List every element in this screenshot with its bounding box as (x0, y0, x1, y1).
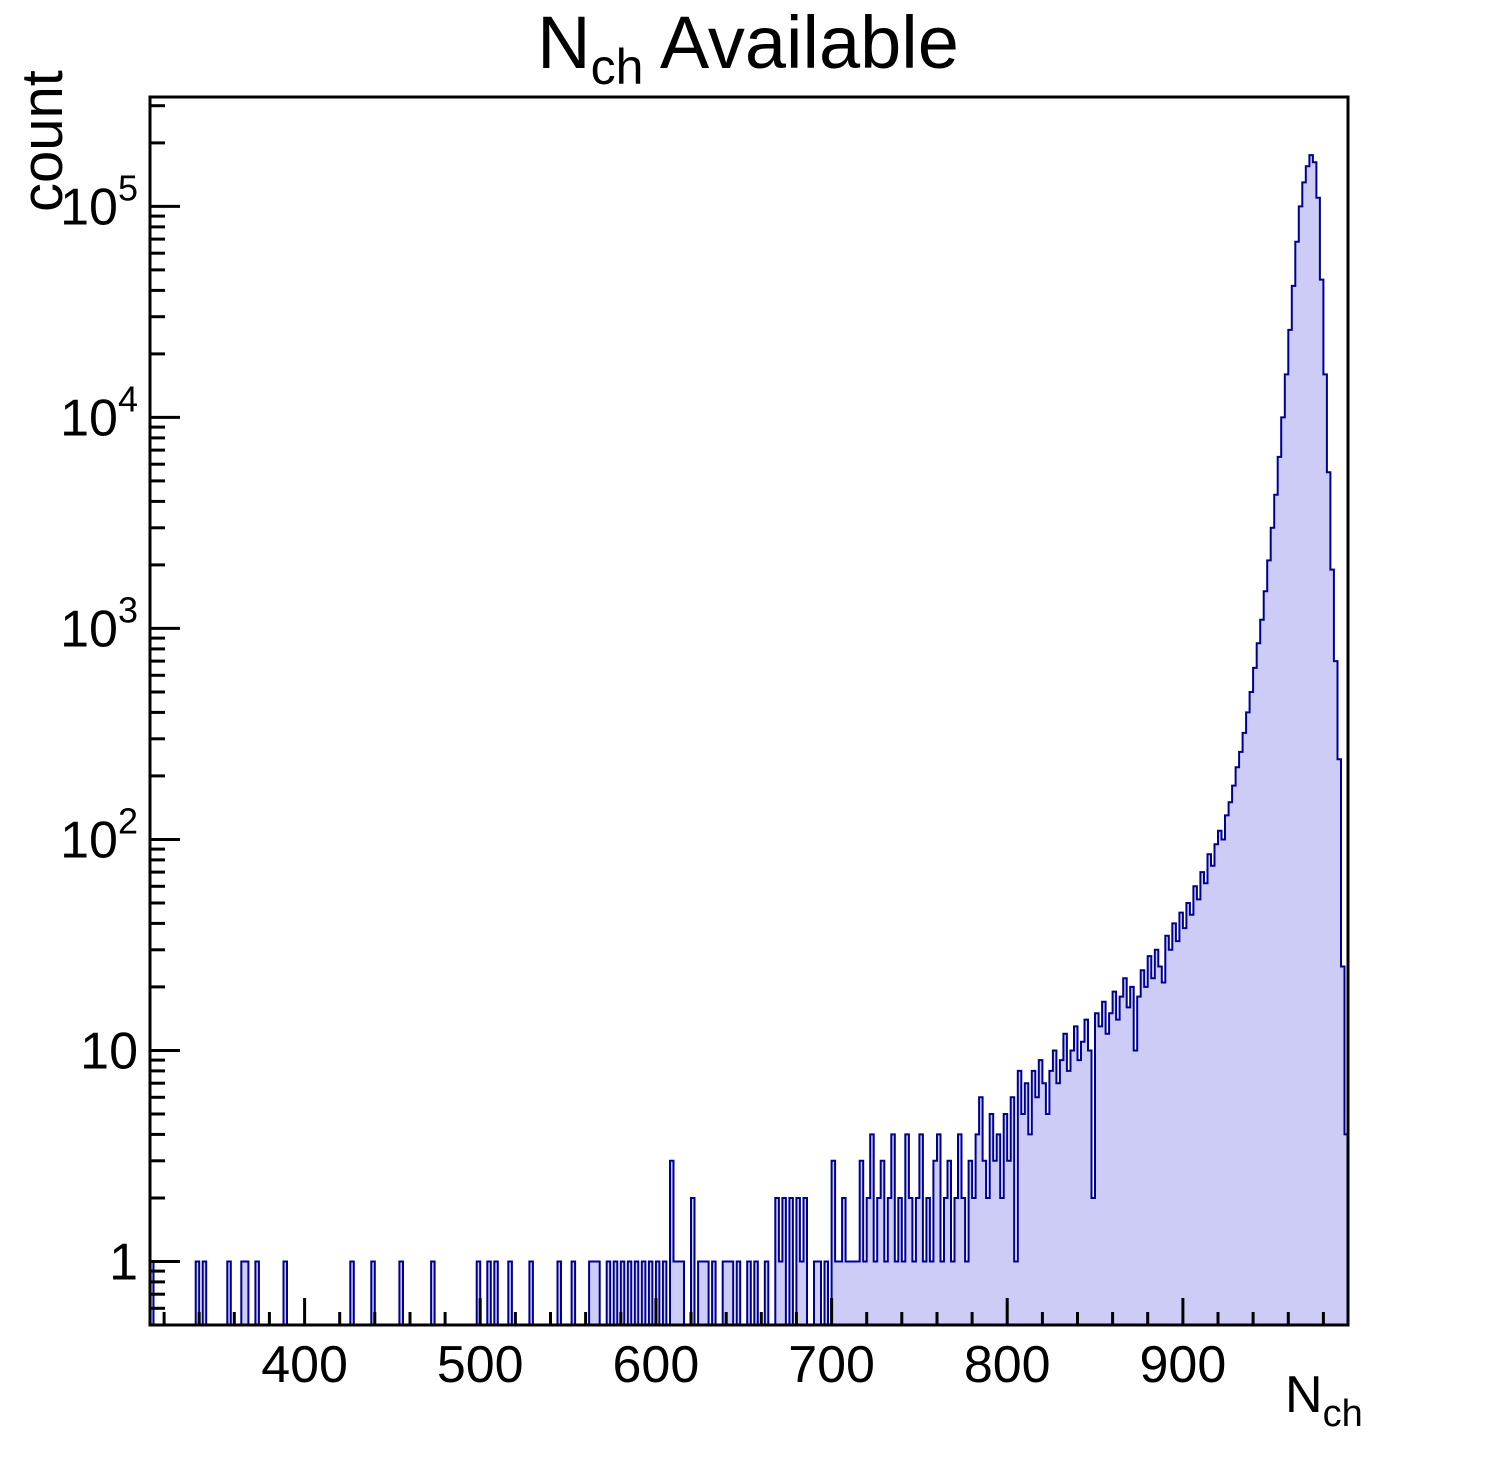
x-axis-title-subscript: ch (1323, 1393, 1363, 1435)
y-tick-label-10: 10 (80, 1023, 138, 1081)
y-tick-label-1: 1 (109, 1234, 138, 1292)
chart-title: Nch Available (537, 1, 959, 95)
y-tick-label-exponent: 2 (118, 801, 138, 842)
y-tick-label-base: 1 (109, 1234, 138, 1292)
axis-ticks (150, 104, 1325, 1327)
x-axis-title: Nch (1285, 1366, 1363, 1435)
y-tick-label-exponent: 5 (118, 167, 138, 208)
x-axis-title-main: N (1285, 1366, 1323, 1424)
y-axis-title: count (10, 70, 75, 212)
y-tick-label-base: 10 (60, 178, 118, 236)
y-tick-label-exponent: 3 (118, 589, 138, 630)
chart-title-rest: Available (643, 1, 958, 84)
y-tick-label-10000: 104 (60, 378, 138, 447)
x-tick-label-600: 600 (613, 1336, 700, 1394)
y-tick-label-base: 10 (60, 812, 118, 870)
chart-title-main: N (537, 1, 590, 84)
y-tick-label-exponent: 4 (118, 378, 138, 419)
x-tick-label-700: 700 (788, 1336, 875, 1394)
y-tick-label-100000: 105 (60, 167, 138, 236)
x-tick-label-900: 900 (1140, 1336, 1227, 1394)
y-tick-label-base: 10 (80, 1023, 138, 1081)
x-tick-labels: 400 500 600 700 800 900 (261, 1336, 1226, 1394)
y-tick-label-100: 102 (60, 801, 138, 870)
y-tick-label-1000: 103 (60, 589, 138, 658)
x-tick-label-800: 800 (964, 1336, 1051, 1394)
x-tick-label-500: 500 (437, 1336, 524, 1394)
chart-title-subscript: ch (591, 39, 644, 95)
y-tick-label-base: 10 (60, 389, 118, 447)
x-tick-label-400: 400 (261, 1336, 348, 1394)
y-tick-label-base: 10 (60, 600, 118, 658)
